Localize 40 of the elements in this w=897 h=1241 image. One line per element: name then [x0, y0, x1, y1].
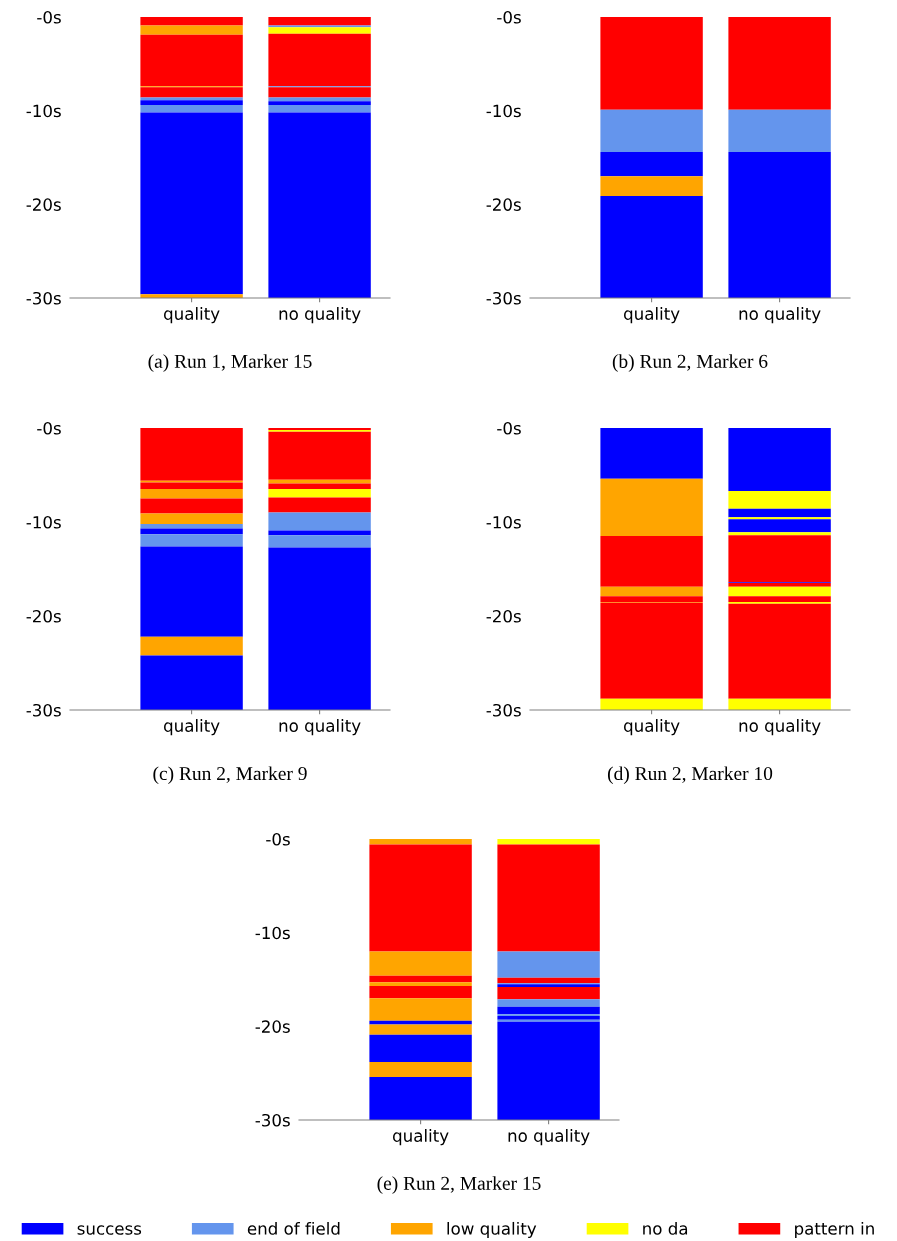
y-tick-label: -30s — [486, 703, 521, 717]
x-tick-label: quality — [393, 1129, 449, 1146]
text: (e) Run 2, Marker 15 — [377, 1176, 541, 1194]
y-tick-label: -0s — [497, 10, 521, 24]
y-tick-label: -0s — [266, 832, 290, 846]
y-tick-label: -10s — [486, 104, 521, 118]
legend-label: success — [77, 1225, 142, 1235]
x-tick-label: no quality — [279, 719, 361, 736]
y-tick-label: -30s — [255, 1113, 290, 1127]
y-tick-label: -20s — [486, 609, 521, 623]
x-tick-label: quality — [164, 719, 220, 736]
y-tick-label: -20s — [26, 609, 61, 623]
text: (d) Run 2, Marker 10 — [607, 766, 773, 785]
x-tick-label: no quality — [739, 719, 821, 736]
legend-label: pattern in — [795, 1221, 874, 1239]
y-tick-label: -30s — [26, 703, 61, 717]
text: (c) Run 2, Marker 9 — [153, 766, 307, 785]
y-tick-label: -10s — [255, 926, 290, 940]
legend-label: low quality — [447, 1221, 537, 1239]
y-tick-label: -10s — [26, 515, 61, 529]
y-tick-label: -30s — [486, 291, 521, 305]
legend-label: no da — [643, 1221, 688, 1235]
y-tick-label: -10s — [486, 515, 521, 529]
text: (b) Run 2, Marker 6 — [612, 354, 768, 372]
y-tick-label: -0s — [37, 421, 61, 435]
y-tick-label: -10s — [26, 104, 61, 118]
y-tick-label: -0s — [37, 10, 61, 24]
y-tick-label: -30s — [26, 291, 61, 305]
x-tick-label: no quality — [739, 307, 821, 324]
x-tick-label: quality — [164, 307, 220, 324]
y-tick-label: -20s — [26, 198, 61, 211]
y-tick-label: -0s — [497, 421, 521, 435]
x-tick-label: quality — [624, 307, 680, 324]
y-tick-label: -20s — [255, 1020, 290, 1033]
y-tick-label: -20s — [486, 198, 521, 211]
legend-label: end of field — [247, 1221, 340, 1235]
x-tick-label: no quality — [508, 1129, 590, 1146]
x-tick-label: quality — [624, 719, 680, 736]
text: (a) Run 1, Marker 15 — [148, 354, 312, 372]
x-tick-label: no quality — [279, 307, 361, 324]
